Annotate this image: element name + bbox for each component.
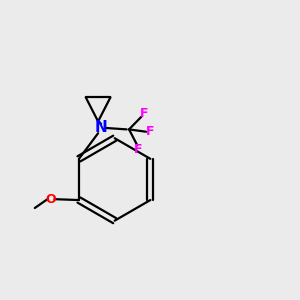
Text: F: F [134,143,143,156]
Text: F: F [140,107,148,120]
Text: N: N [95,120,107,135]
Text: F: F [146,125,154,138]
Text: O: O [46,193,56,206]
